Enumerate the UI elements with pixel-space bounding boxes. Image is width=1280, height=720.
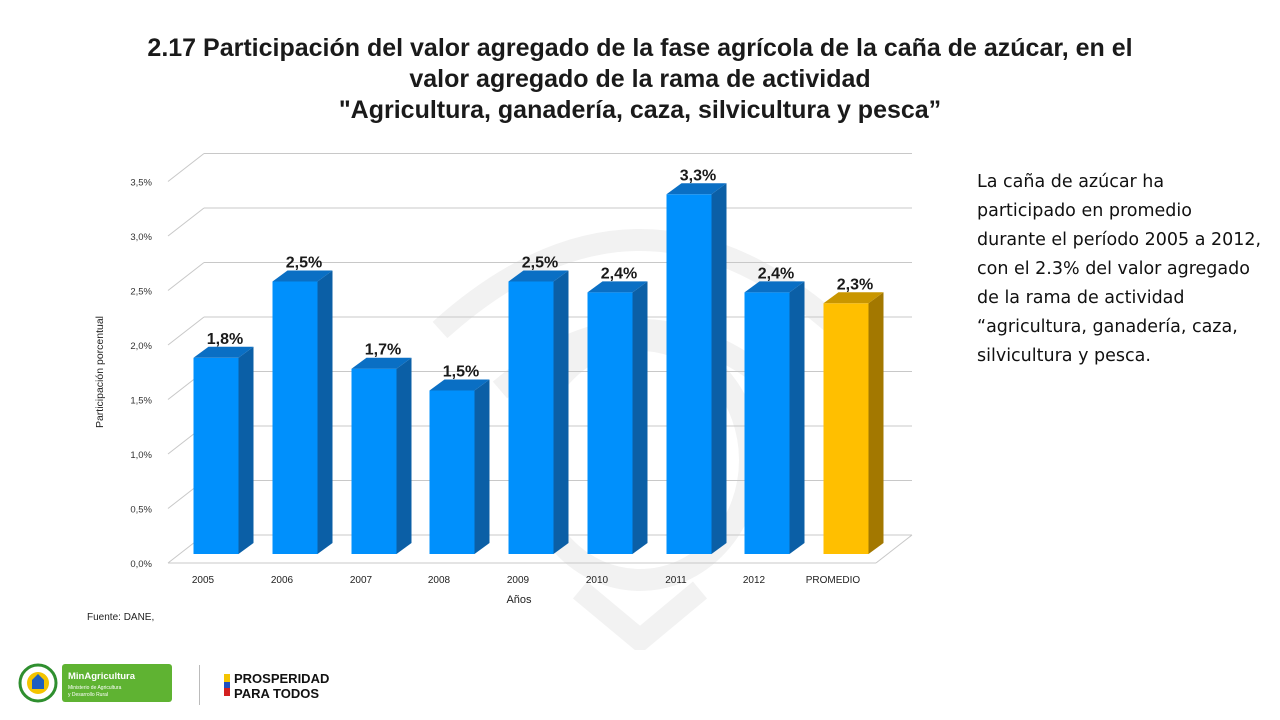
bar-side [789,281,805,554]
bar-top [351,357,412,369]
bar-top [587,281,648,293]
source-note: Fuente: DANE, [87,612,155,623]
y-tick-label: 2,5% [130,287,152,298]
bar-side [632,281,648,554]
bar-chart: 0,0% 0,5% 1,0% 1,5% 2,0% 2,5% 3,0% 3,5% 1,8% 2005… [94,153,913,606]
data-label: 1,5% [443,364,479,381]
data-label: 1,7% [365,342,401,359]
bar [429,390,475,554]
bar-side [711,183,727,555]
x-tick-label: 2006 [271,575,294,586]
bar [272,281,318,554]
bar [744,292,790,554]
bar-side [396,357,412,554]
x-tick-label: 2010 [586,575,609,586]
data-label: 2,3% [837,276,873,293]
bar [587,292,633,554]
bar-top [272,270,333,282]
bar-side [553,270,569,554]
bar-top [429,379,490,391]
y-tick-label: 3,0% [130,232,152,243]
x-tick-label: 2005 [192,575,215,586]
bar-top [193,346,254,358]
bar [823,303,869,554]
min-logo-name: MinAgricultura [68,671,136,682]
prosperidad-logo: PROSPERIDAD PARA TODOS [224,671,329,701]
x-tick-label: 2007 [350,575,373,586]
bar-top [823,292,884,304]
grid-diagonal [167,262,205,291]
y-axis-title: Participación porcentual [94,316,106,428]
title-line-1: 2.17 Participación del valor agregado de… [147,34,1133,62]
x-tick-label: 2012 [743,575,766,586]
grid-diagonal [167,153,205,182]
chart-title: 2.17 Participación del valor agregado de… [80,33,1200,126]
bar-side [238,346,254,554]
bar [666,194,712,555]
y-tick-label: 1,0% [130,450,152,461]
bar [193,357,239,554]
y-tick-label: 1,5% [130,396,152,407]
x-tick-label: 2008 [428,575,451,586]
min-logo-sub2: y Desarrollo Rural [68,692,108,698]
data-label: 2,5% [522,255,558,272]
y-tick-label: 0,5% [130,505,152,516]
data-label: 2,4% [601,265,637,282]
bar [508,281,554,554]
x-tick-label: 2009 [507,575,530,586]
prosp-line2: PARA TODOS [234,686,319,701]
title-line-3: "Agricultura, ganadería, caza, silvicult… [338,96,942,124]
x-tick-label: 2011 [665,575,687,586]
bar-top [666,183,727,195]
data-label: 1,8% [207,331,243,348]
footer-divider [199,665,200,705]
bar-side [317,270,333,554]
bar-top [744,281,805,293]
summary-text: La caña de azúcar ha participado en prom… [977,172,1262,366]
bar [351,368,397,554]
y-tick-label: 3,5% [130,178,152,189]
y-tick-label: 0,0% [130,559,152,570]
data-label: 2,5% [286,255,322,272]
bar-side [868,292,884,554]
prosp-line1: PROSPERIDAD [234,671,329,686]
minagricultura-logo: MinAgricultura Ministerio de Agricultura… [18,663,172,703]
y-tick-label: 2,0% [130,341,152,352]
x-tick-label: PROMEDIO [806,575,861,586]
x-axis-title: Años [506,594,532,606]
grid-diagonal [167,316,205,346]
data-label: 3,3% [680,167,716,184]
grid-diagonal [167,207,205,237]
floor-right-edge [875,534,913,564]
bar-top [508,270,569,282]
min-logo-sub1: Ministerio de Agricultura [68,685,122,691]
title-line-2: valor agregado de la rama de actividad [409,65,871,93]
data-label: 2,4% [758,265,794,282]
bar-side [474,379,490,554]
